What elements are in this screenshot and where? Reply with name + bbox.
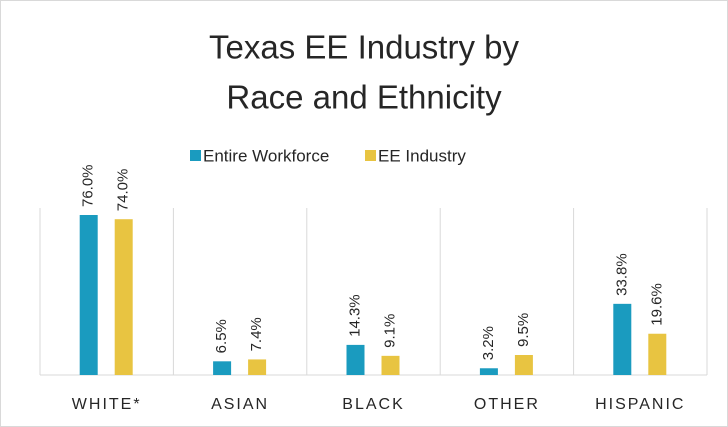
bar: [346, 344, 365, 375]
bar: [381, 355, 400, 375]
bar: [613, 303, 632, 375]
bar: [114, 219, 133, 375]
x-tick-label: ASIAN: [211, 396, 269, 413]
chart-title: Race and Ethnicity: [226, 79, 502, 116]
data-label: 14.3%: [346, 294, 363, 337]
legend-swatch: [365, 150, 376, 161]
data-label: 9.1%: [381, 314, 398, 348]
bar: [514, 355, 533, 375]
legend-label: EE Industry: [378, 146, 466, 165]
chart-title: Texas EE Industry by: [209, 29, 519, 66]
data-label: 7.4%: [248, 317, 265, 351]
bar: [213, 361, 232, 375]
x-tick-label: WHITE*: [72, 396, 142, 413]
legend-swatch: [190, 150, 201, 161]
data-label: 33.8%: [613, 253, 630, 296]
x-tick-label: HISPANIC: [595, 396, 685, 413]
bar: [79, 215, 98, 375]
data-label: 6.5%: [213, 319, 230, 353]
bar: [479, 368, 498, 375]
data-label: 3.2%: [480, 326, 497, 360]
bar: [648, 333, 667, 375]
x-tick-label: OTHER: [474, 396, 540, 413]
data-label: 19.6%: [648, 283, 665, 326]
data-label: 74.0%: [115, 169, 132, 212]
legend-label: Entire Workforce: [203, 146, 329, 165]
data-label: 9.5%: [515, 313, 532, 347]
data-label: 76.0%: [80, 164, 97, 207]
bar: [248, 359, 267, 375]
x-tick-label: BLACK: [342, 396, 404, 413]
